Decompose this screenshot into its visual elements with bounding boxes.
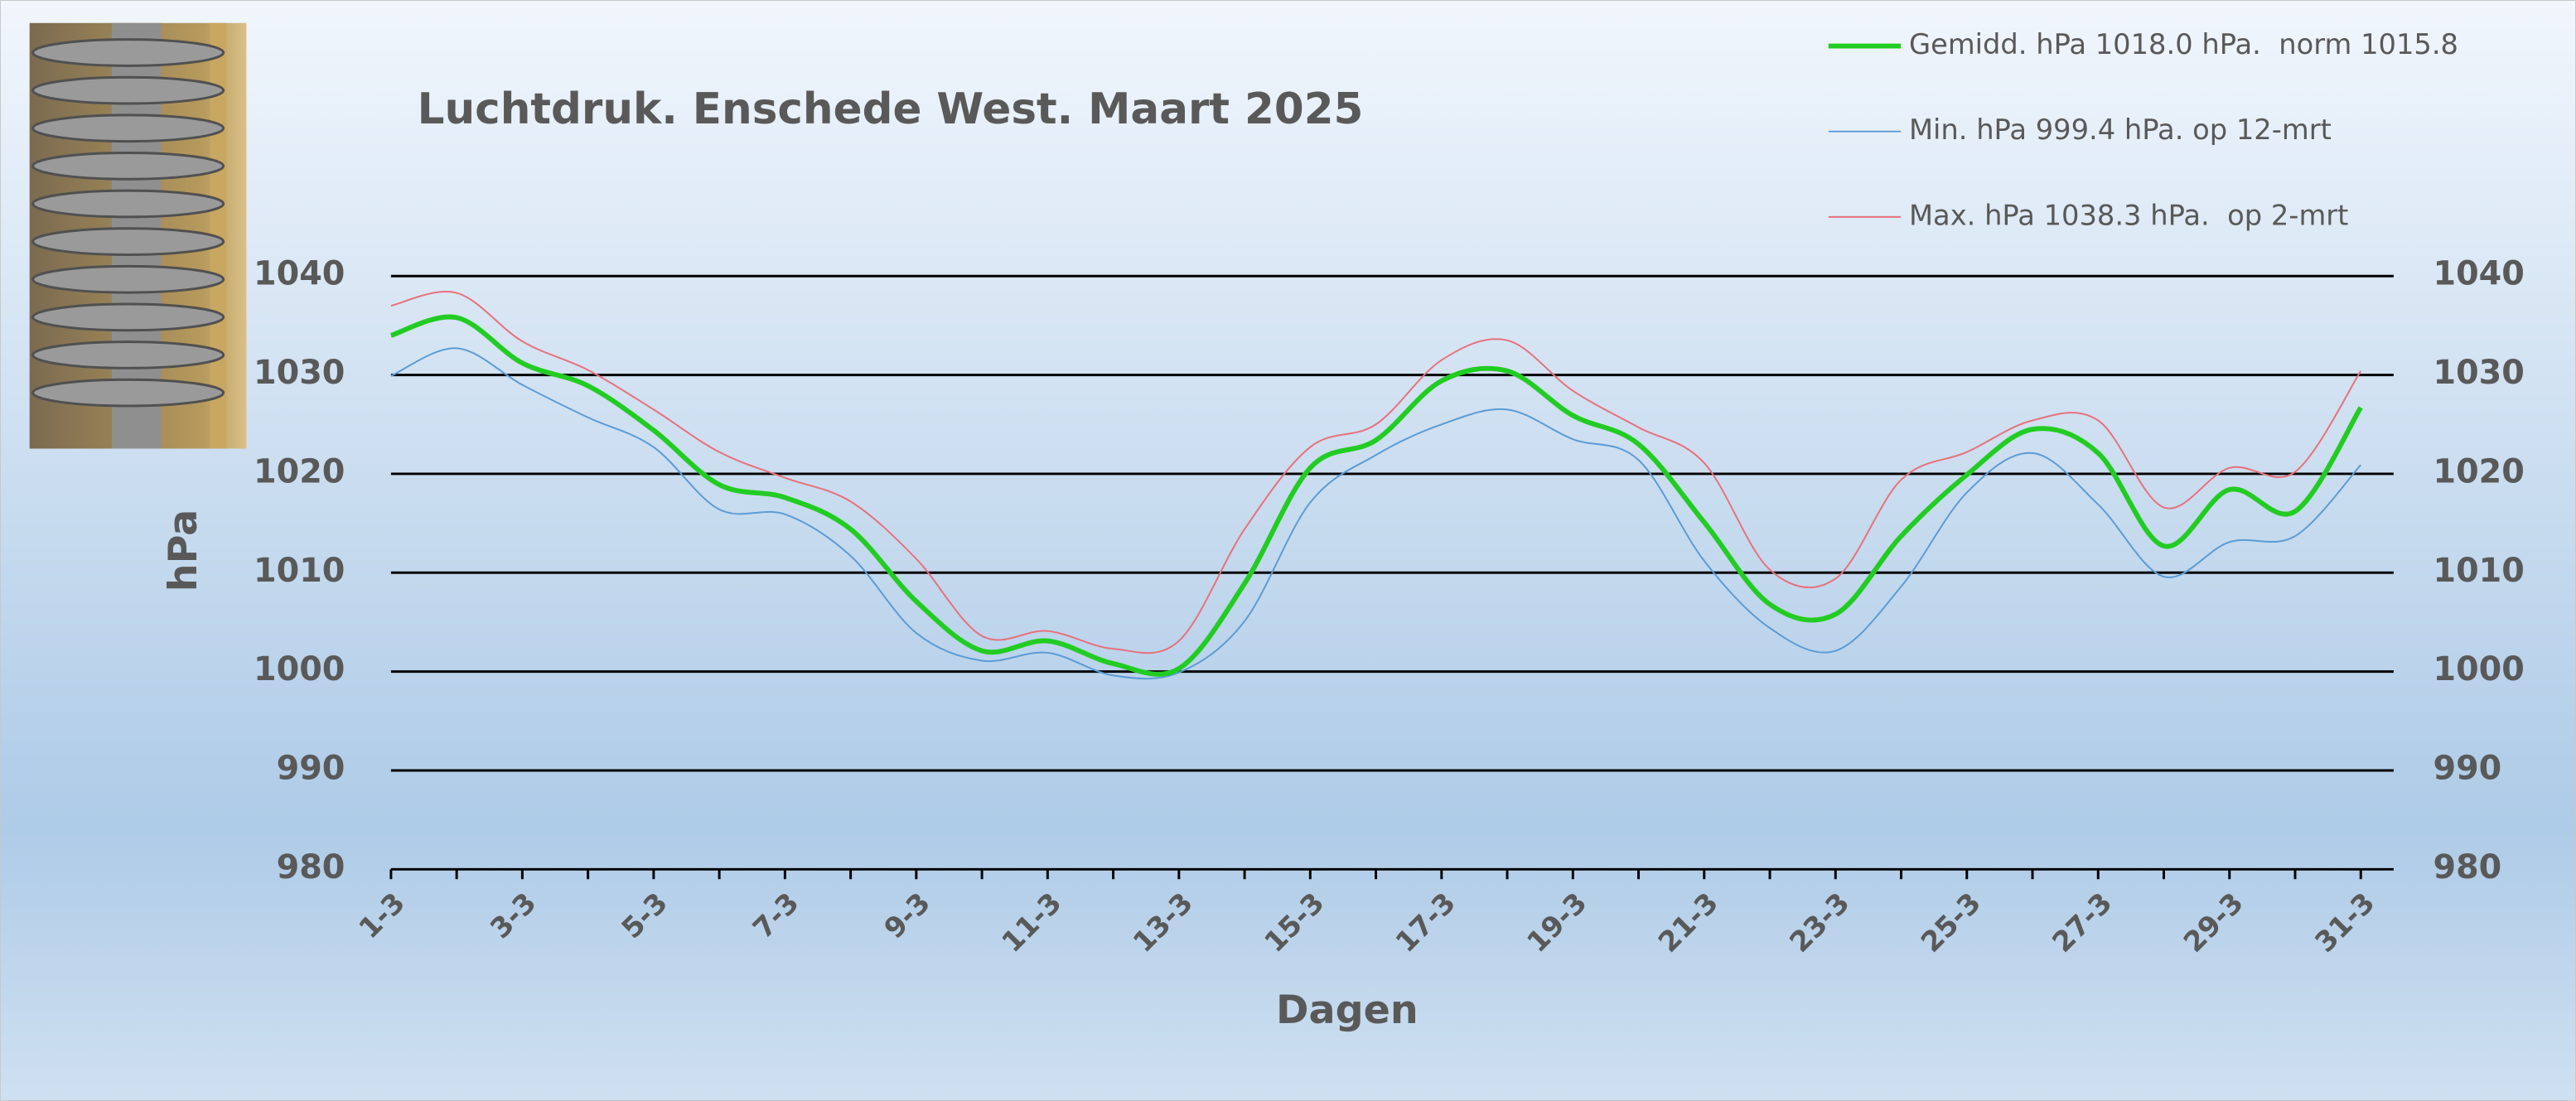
- chart-title: Luchtdruk. Enschede West. Maart 2025: [418, 85, 1364, 134]
- legend-label: Min. hPa 999.4 hPa. op 12-mrt: [1909, 113, 2332, 146]
- y2-tick-label: 980: [2433, 848, 2501, 886]
- y-tick-label: 1020: [254, 452, 345, 490]
- y-tick-label: 980: [277, 848, 346, 886]
- x-axis-title: Dagen: [1276, 988, 1418, 1033]
- y2-tick-label: 1040: [2433, 255, 2524, 293]
- y-tick-label: 1010: [254, 552, 345, 590]
- legend-label: Gemidd. hPa 1018.0 hPa. norm 1015.8: [1909, 28, 2458, 60]
- y2-tick-label: 990: [2433, 749, 2501, 787]
- series-line: [390, 291, 2362, 654]
- y2-tick-label: 1010: [2433, 552, 2524, 590]
- y-tick-label: 990: [277, 749, 346, 787]
- y-axis-title: hPa: [161, 509, 206, 592]
- barometer-photo: [29, 22, 247, 449]
- legend-label: Max. hPa 1038.3 hPa. op 2-mrt: [1909, 199, 2348, 231]
- series-line: [389, 314, 2363, 677]
- y2-tick-label: 1020: [2433, 452, 2524, 490]
- y-tick-label: 1040: [254, 255, 345, 293]
- y2-tick-label: 1030: [2433, 354, 2524, 392]
- y-tick-label: 1000: [254, 650, 345, 688]
- y2-tick-label: 1000: [2433, 650, 2524, 688]
- series-line: [390, 347, 2361, 680]
- y-tick-label: 1030: [254, 354, 345, 392]
